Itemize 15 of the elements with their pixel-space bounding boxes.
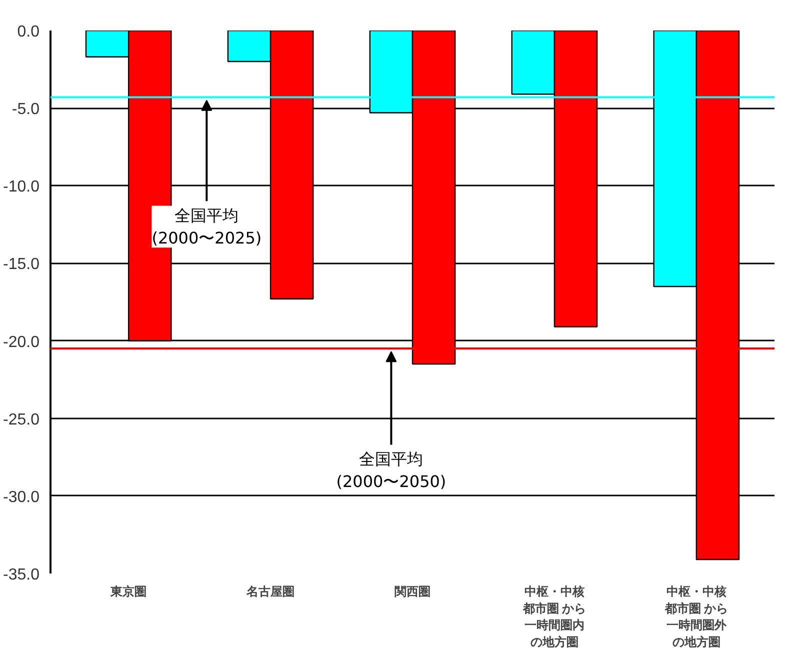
x-tick-label: 東京圏 (110, 584, 147, 598)
x-tick-label: 名古屋圏 (246, 584, 295, 598)
y-tick-label: -5.0 (12, 101, 40, 118)
ref-line-label: 全国平均 (2000〜2025) (152, 206, 262, 248)
y-tick-label: -25.0 (3, 411, 40, 428)
y-tick-label: -35.0 (3, 566, 40, 584)
y-tick-label: -10.0 (3, 178, 40, 196)
x-tick-label: 関西圏 (394, 584, 430, 598)
y-tick-label: -15.0 (3, 256, 40, 274)
y-tick-label: -30.0 (3, 488, 40, 506)
x-tick-label: 中枢・中核都市圏 から一時間圏内の地方圏 (522, 584, 586, 649)
x-tick-label: 中枢・中核都市圏 から一時間圏外の地方圏 (664, 584, 728, 649)
ref-line-label: 全国平均 (2000〜2050) (336, 449, 446, 492)
y-tick-label: 0.0 (17, 24, 40, 40)
y-tick-label: -20.0 (3, 334, 40, 351)
